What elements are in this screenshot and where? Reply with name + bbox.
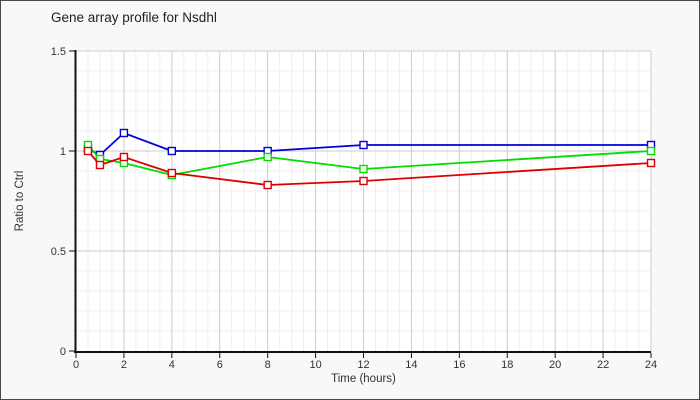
x-tick-label: 22 <box>597 359 609 371</box>
series-green-marker <box>263 152 272 162</box>
y-tick-label: 1 <box>60 146 66 158</box>
series-red-marker <box>646 158 656 168</box>
x-tick-label: 2 <box>121 359 127 371</box>
y-tick-label: 0 <box>60 346 66 358</box>
series-green-marker <box>646 146 656 156</box>
y-tick-label: 0.5 <box>51 246 66 258</box>
series-green-marker <box>359 164 368 174</box>
series-red-marker <box>119 152 129 162</box>
series-blue-marker <box>359 140 368 150</box>
series-red-marker <box>83 146 93 156</box>
x-tick-label: 12 <box>357 359 369 371</box>
series-red-marker <box>263 180 272 190</box>
x-tick-label: 24 <box>645 359 657 371</box>
x-tick-label: 8 <box>265 359 271 371</box>
x-tick-label: 16 <box>453 359 465 371</box>
y-axis-title: Ratio to Ctrl <box>14 170 26 232</box>
x-tick-label: 14 <box>405 359 417 371</box>
x-tick-label: 20 <box>549 359 561 371</box>
chart-title: Gene array profile for Nsdhl <box>51 10 217 25</box>
series-blue-marker <box>167 146 177 156</box>
x-tick-label: 10 <box>309 359 321 371</box>
x-axis-title: Time (hours) <box>331 373 396 385</box>
series-red-marker <box>359 176 368 186</box>
x-tick-label: 18 <box>501 359 513 371</box>
x-tick-label: 6 <box>217 359 223 371</box>
y-tick-label: 1.5 <box>51 46 66 58</box>
series-red-marker <box>167 168 177 178</box>
x-tick-label: 0 <box>73 359 79 371</box>
series-blue-marker <box>119 128 129 138</box>
x-tick-label: 4 <box>169 359 175 371</box>
series-red-marker <box>95 160 105 170</box>
